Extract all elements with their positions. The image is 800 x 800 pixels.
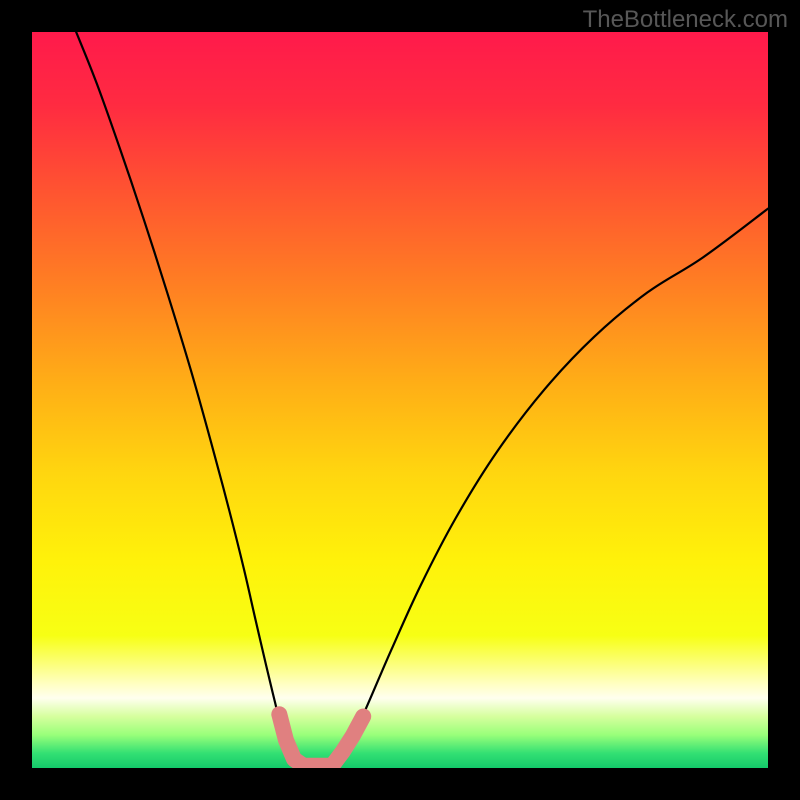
- plot-area: [32, 32, 768, 768]
- gradient-background: [32, 32, 768, 768]
- chart-svg: [32, 32, 768, 768]
- watermark-text: TheBottleneck.com: [583, 6, 788, 34]
